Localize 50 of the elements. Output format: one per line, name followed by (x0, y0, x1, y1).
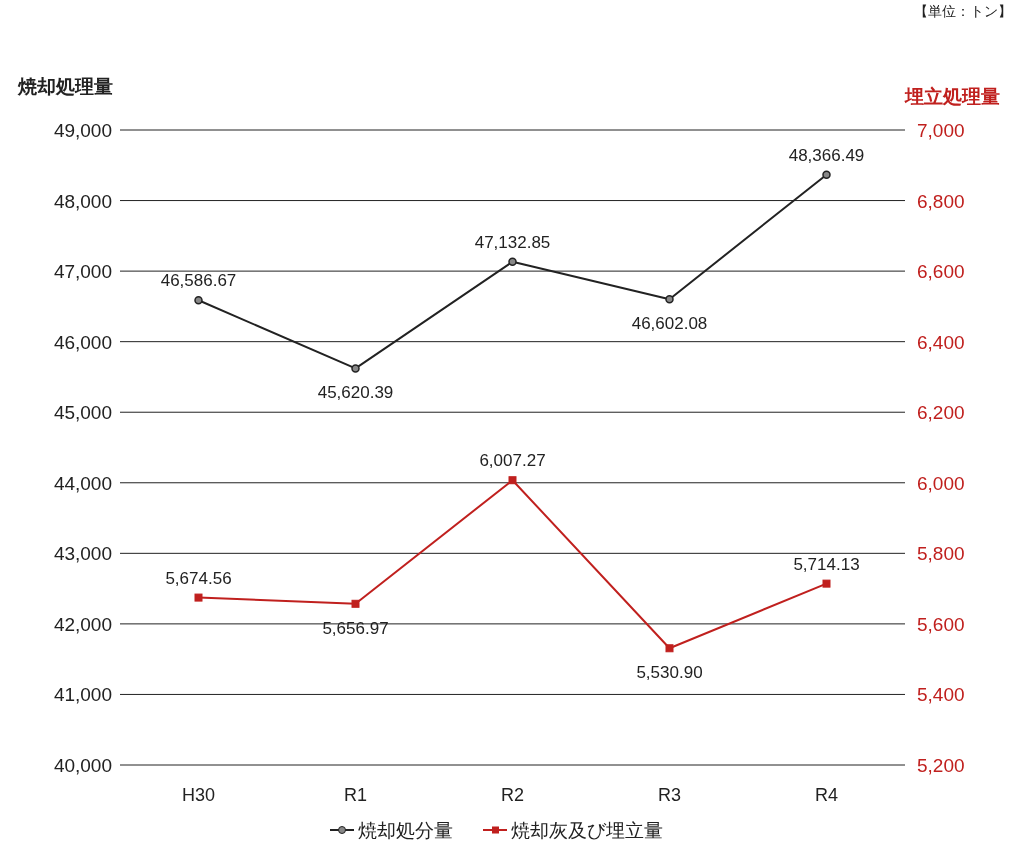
x-tick-label: R1 (343, 785, 368, 805)
x-tick-label: R2 (500, 785, 525, 805)
point (194, 593, 203, 602)
point (351, 599, 360, 608)
point (822, 170, 831, 179)
y-tick-label: 49,000 (53, 120, 112, 141)
point (822, 579, 831, 588)
y2-tick-label: 6,600 (917, 261, 965, 283)
data-label: 46,586.67 (160, 271, 237, 291)
data-label: 5,714.13 (793, 554, 860, 574)
data-label: 5,674.56 (165, 568, 232, 588)
y2-axis-title: 埋立処理量 (904, 86, 1000, 107)
point (665, 644, 674, 653)
y2-tick-label: 5,600 (917, 613, 965, 635)
y-tick-label: 41,000 (53, 684, 112, 706)
y2-tick-label: 6,200 (917, 402, 965, 424)
y2-tick-label: 6,800 (917, 190, 965, 212)
point (508, 257, 517, 266)
y2-tick-label: 6,400 (917, 331, 965, 353)
y-tick-label: 44,000 (53, 472, 112, 494)
data-label: 46,602.08 (631, 314, 708, 334)
data-label: 5,530.90 (636, 663, 703, 683)
point (194, 296, 203, 305)
y-tick-label: 46,000 (53, 331, 112, 353)
y-tick-label: 43,000 (53, 543, 112, 565)
legend-label: 焼却灰及び埋立量 (511, 820, 663, 841)
data-label: 47,132.85 (474, 232, 551, 252)
y2-tick-label: 5,400 (917, 684, 965, 706)
y-tick-label: 48,000 (53, 190, 112, 212)
data-label: 6,007.27 (479, 451, 546, 471)
point (351, 364, 360, 373)
y2-tick-label: 5,800 (917, 543, 965, 565)
y-axis-title: 焼却処理量 (17, 76, 113, 97)
y-tick-label: 45,000 (53, 402, 112, 424)
y-tick-label: 40,000 (53, 755, 112, 776)
x-tick-label: R4 (814, 785, 839, 805)
y2-tick-label: 6,000 (917, 472, 965, 494)
data-label: 48,366.49 (788, 145, 865, 165)
y-tick-label: 47,000 (53, 261, 112, 283)
data-label: 5,656.97 (322, 618, 389, 638)
data-label: 45,620.39 (317, 383, 394, 403)
point (508, 476, 517, 485)
x-tick-label: R3 (657, 785, 682, 805)
text: 【単位：トン】 (914, 3, 1012, 19)
legend-label: 焼却処分量 (358, 820, 453, 841)
point (665, 294, 674, 304)
y2-tick-label: 5,200 (917, 755, 965, 776)
y2-tick-label: 7,000 (917, 120, 965, 141)
y-tick-label: 42,000 (53, 613, 112, 635)
x-tick-label: H30 (181, 785, 216, 805)
